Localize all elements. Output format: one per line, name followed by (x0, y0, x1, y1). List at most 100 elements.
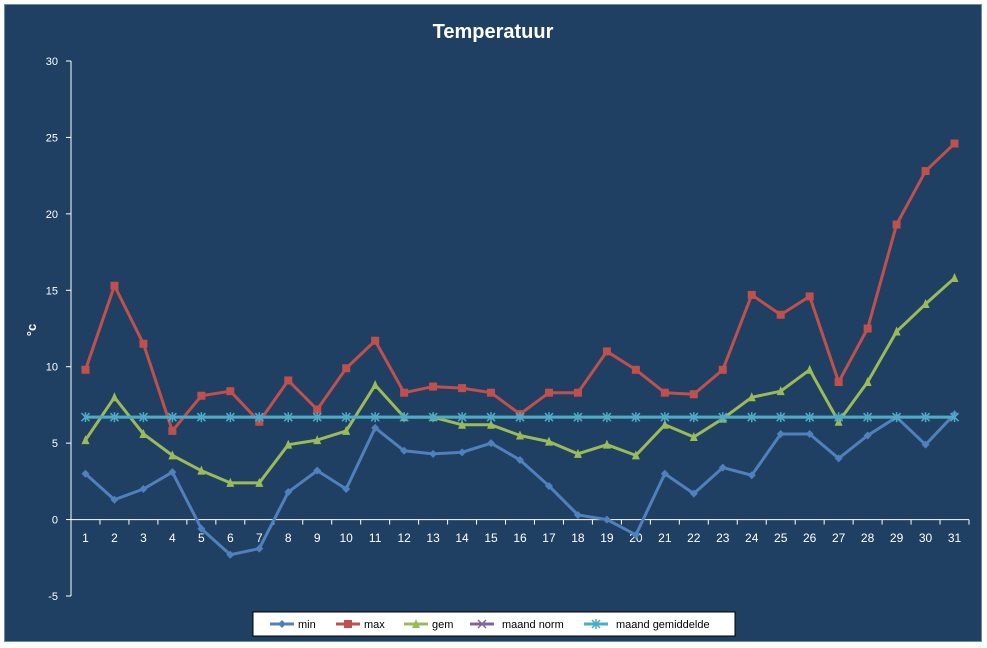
data-point (950, 139, 959, 148)
data-point (110, 392, 119, 402)
x-tick-label: 27 (832, 531, 846, 545)
data-point (863, 324, 872, 333)
data-point (168, 468, 177, 477)
y-tick-label: 25 (46, 132, 58, 144)
data-point (254, 412, 264, 423)
data-point (747, 412, 757, 423)
data-point (109, 412, 119, 423)
data-point (226, 477, 235, 487)
data-point (573, 412, 583, 423)
data-point (255, 544, 264, 553)
legend-label: min (298, 619, 316, 631)
data-point (950, 273, 959, 283)
x-tick-label: 16 (513, 531, 527, 545)
legend-item-min: min (270, 619, 316, 631)
data-point (197, 524, 206, 533)
data-point (428, 412, 438, 423)
data-point (80, 412, 91, 423)
x-tick-label: 24 (745, 531, 759, 545)
data-point (487, 388, 496, 397)
data-point (457, 412, 467, 423)
data-point (631, 365, 640, 374)
data-point (312, 412, 322, 423)
data-point (834, 378, 843, 386)
data-point (834, 412, 844, 423)
data-point (255, 477, 264, 487)
data-point (805, 292, 814, 301)
data-point (776, 429, 785, 438)
data-point (313, 435, 322, 445)
data-point (805, 429, 814, 438)
data-point (167, 412, 177, 423)
data-point (892, 220, 901, 229)
data-point (515, 412, 525, 423)
legend-item-maand-gemiddelde: maand gemiddelde (584, 619, 710, 631)
data-point (892, 326, 901, 336)
data-point (477, 619, 487, 629)
data-point (139, 485, 148, 493)
legend-item-max: max (336, 619, 385, 631)
data-point (660, 412, 670, 423)
data-point (138, 412, 148, 423)
series-max (81, 139, 959, 435)
series-min (81, 410, 959, 559)
data-point (278, 620, 286, 628)
x-tick-label: 26 (803, 531, 817, 545)
data-point (487, 439, 496, 448)
data-point (544, 481, 553, 490)
data-point (544, 388, 553, 397)
data-point (747, 290, 756, 299)
data-point (602, 439, 611, 449)
data-point (921, 412, 931, 423)
data-point (921, 167, 930, 176)
data-point (805, 412, 815, 423)
data-point (863, 412, 873, 423)
series-line-max (84, 142, 956, 433)
data-point (139, 339, 148, 348)
data-point (341, 412, 351, 423)
data-point (412, 619, 420, 628)
data-point (776, 412, 786, 423)
x-tick-label: 23 (716, 531, 730, 545)
legend-label: gem (432, 619, 453, 631)
data-point (400, 446, 409, 455)
data-point (544, 412, 554, 423)
data-point (631, 412, 641, 423)
data-point (371, 423, 380, 432)
data-point (602, 412, 612, 423)
x-tick-label: 15 (484, 531, 498, 545)
data-point (487, 419, 496, 429)
x-tick-label: 14 (455, 531, 469, 545)
x-tick-label: 6 (227, 531, 234, 545)
data-point (371, 336, 380, 345)
data-point (313, 466, 322, 475)
x-tick-label: 10 (340, 531, 354, 545)
data-point (602, 347, 611, 356)
data-point (747, 392, 756, 402)
data-point (949, 412, 960, 423)
data-point (544, 436, 553, 446)
y-tick-label: 10 (46, 362, 58, 374)
data-point (718, 365, 727, 374)
legend-label: maand norm (502, 619, 564, 631)
data-point (863, 431, 872, 440)
x-tick-label: 8 (285, 531, 292, 545)
series-line-gem (84, 276, 956, 485)
data-point (81, 435, 90, 445)
data-point (660, 469, 669, 478)
data-point (139, 428, 148, 438)
data-point (197, 391, 206, 400)
x-tick-label: 25 (774, 531, 788, 545)
legend: min max gem maand norm maand gemiddelde (252, 611, 736, 637)
x-tick-label: 21 (658, 531, 672, 545)
series-maand-gemiddelde (80, 412, 960, 423)
data-point (458, 448, 467, 457)
x-tick-label: 28 (861, 531, 875, 545)
data-point (631, 530, 640, 539)
data-point (689, 489, 698, 498)
data-point (602, 515, 611, 524)
data-point (196, 412, 206, 423)
data-point (921, 299, 930, 309)
data-point (892, 412, 902, 423)
